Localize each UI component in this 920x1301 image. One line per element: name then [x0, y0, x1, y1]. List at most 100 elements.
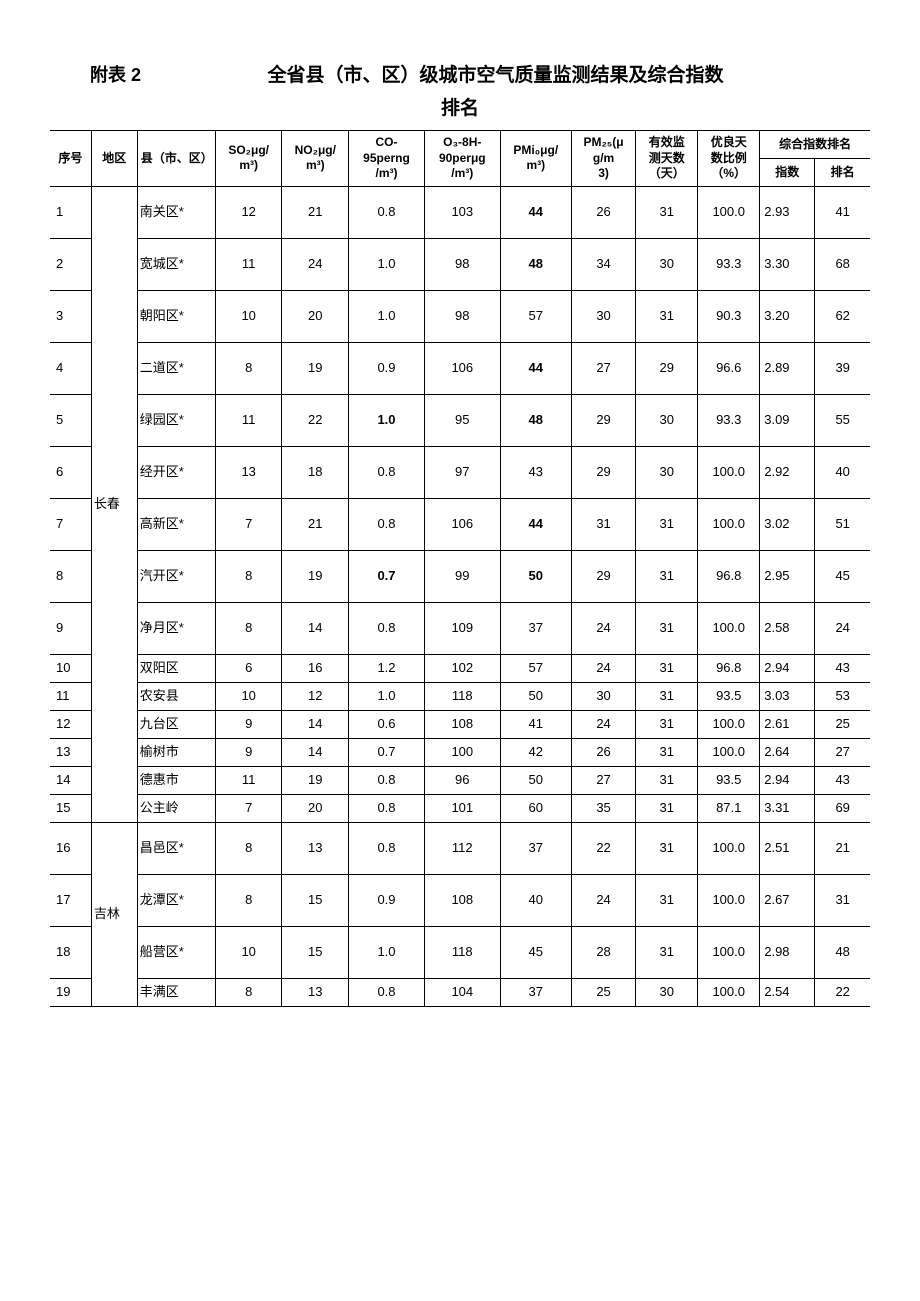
cell-index: 2.89 — [760, 342, 815, 394]
cell-so2: 9 — [215, 710, 282, 738]
cell-co: 0.8 — [349, 794, 425, 822]
cell-pm10: 50 — [500, 766, 571, 794]
cell-co: 0.8 — [349, 186, 425, 238]
cell-no2: 15 — [282, 874, 349, 926]
cell-so2: 7 — [215, 794, 282, 822]
table-row: 4二道区*8190.910644272996.62.8939 — [50, 342, 870, 394]
cell-good: 93.5 — [698, 682, 760, 710]
cell-county: 昌邑区* — [137, 822, 215, 874]
cell-co: 1.2 — [349, 654, 425, 682]
cell-o3: 95 — [424, 394, 500, 446]
cell-county: 净月区* — [137, 602, 215, 654]
cell-days: 31 — [636, 794, 698, 822]
cell-days: 31 — [636, 602, 698, 654]
cell-county: 经开区* — [137, 446, 215, 498]
cell-pm25: 29 — [571, 394, 635, 446]
cell-index: 2.64 — [760, 738, 815, 766]
cell-county: 宽城区* — [137, 238, 215, 290]
cell-pm10: 37 — [500, 602, 571, 654]
cell-good: 100.0 — [698, 498, 760, 550]
cell-good: 100.0 — [698, 874, 760, 926]
cell-pm25: 25 — [571, 978, 635, 1006]
cell-good: 100.0 — [698, 926, 760, 978]
cell-pm10: 57 — [500, 290, 571, 342]
cell-so2: 8 — [215, 978, 282, 1006]
cell-seq: 15 — [50, 794, 91, 822]
page-title-main: 全省县（市、区）级城市空气质量监测结果及综合指数 — [201, 60, 790, 87]
cell-good: 87.1 — [698, 794, 760, 822]
cell-region: 吉林 — [91, 822, 137, 1006]
cell-rank: 68 — [815, 238, 870, 290]
cell-index: 3.30 — [760, 238, 815, 290]
cell-rank: 69 — [815, 794, 870, 822]
cell-days: 31 — [636, 766, 698, 794]
col-pm25: PM₂₅(μg/m3) — [571, 131, 635, 187]
cell-so2: 6 — [215, 654, 282, 682]
cell-no2: 22 — [282, 394, 349, 446]
cell-no2: 18 — [282, 446, 349, 498]
cell-pm10: 50 — [500, 550, 571, 602]
cell-so2: 8 — [215, 822, 282, 874]
cell-o3: 98 — [424, 290, 500, 342]
cell-county: 双阳区 — [137, 654, 215, 682]
cell-so2: 10 — [215, 290, 282, 342]
table-row: 2宽城区*11241.09848343093.33.3068 — [50, 238, 870, 290]
cell-pm25: 35 — [571, 794, 635, 822]
cell-o3: 97 — [424, 446, 500, 498]
cell-index: 2.67 — [760, 874, 815, 926]
cell-no2: 12 — [282, 682, 349, 710]
cell-o3: 103 — [424, 186, 500, 238]
cell-o3: 100 — [424, 738, 500, 766]
cell-good: 100.0 — [698, 446, 760, 498]
table-row: 8汽开区*8190.79950293196.82.9545 — [50, 550, 870, 602]
cell-so2: 12 — [215, 186, 282, 238]
cell-no2: 19 — [282, 550, 349, 602]
cell-county: 九台区 — [137, 710, 215, 738]
table-row: 9净月区*8140.8109372431100.02.5824 — [50, 602, 870, 654]
cell-rank: 27 — [815, 738, 870, 766]
cell-co: 0.8 — [349, 446, 425, 498]
cell-index: 3.09 — [760, 394, 815, 446]
cell-so2: 10 — [215, 682, 282, 710]
cell-pm10: 44 — [500, 186, 571, 238]
cell-good: 100.0 — [698, 710, 760, 738]
cell-seq: 1 — [50, 186, 91, 238]
cell-rank: 22 — [815, 978, 870, 1006]
cell-rank: 43 — [815, 654, 870, 682]
cell-co: 0.7 — [349, 738, 425, 766]
cell-seq: 3 — [50, 290, 91, 342]
cell-good: 93.3 — [698, 394, 760, 446]
cell-co: 0.9 — [349, 342, 425, 394]
cell-days: 31 — [636, 926, 698, 978]
cell-pm25: 31 — [571, 498, 635, 550]
page-title-sub: 排名 — [50, 93, 870, 120]
cell-seq: 4 — [50, 342, 91, 394]
cell-so2: 9 — [215, 738, 282, 766]
cell-days: 31 — [636, 186, 698, 238]
cell-seq: 19 — [50, 978, 91, 1006]
cell-o3: 104 — [424, 978, 500, 1006]
cell-county: 丰满区 — [137, 978, 215, 1006]
cell-o3: 108 — [424, 874, 500, 926]
cell-so2: 10 — [215, 926, 282, 978]
cell-seq: 7 — [50, 498, 91, 550]
cell-o3: 101 — [424, 794, 500, 822]
cell-pm10: 48 — [500, 394, 571, 446]
cell-good: 100.0 — [698, 978, 760, 1006]
cell-seq: 6 — [50, 446, 91, 498]
cell-no2: 24 — [282, 238, 349, 290]
cell-county: 龙潭区* — [137, 874, 215, 926]
cell-co: 0.8 — [349, 498, 425, 550]
cell-index: 3.02 — [760, 498, 815, 550]
table-row: 15公主岭7200.810160353187.13.3169 — [50, 794, 870, 822]
cell-days: 31 — [636, 550, 698, 602]
cell-no2: 19 — [282, 766, 349, 794]
cell-rank: 40 — [815, 446, 870, 498]
cell-county: 船营区* — [137, 926, 215, 978]
cell-days: 31 — [636, 682, 698, 710]
air-quality-table: 序号 地区 县（市、区） SO₂μg/m³) NO₂μg/m³) CO-95pe… — [50, 130, 870, 1007]
cell-rank: 21 — [815, 822, 870, 874]
cell-good: 93.3 — [698, 238, 760, 290]
cell-index: 2.58 — [760, 602, 815, 654]
table-row: 6经开区*13180.897432930100.02.9240 — [50, 446, 870, 498]
